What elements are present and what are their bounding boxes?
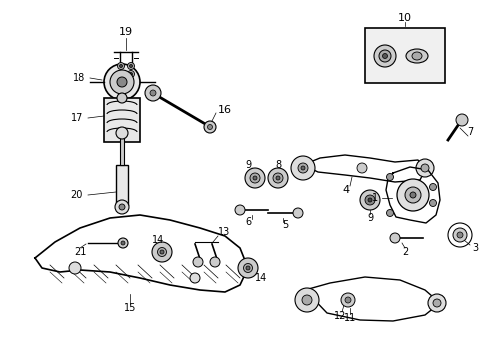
Text: 16: 16 [218, 105, 231, 115]
Circle shape [244, 168, 264, 188]
Text: 12: 12 [333, 311, 346, 321]
Bar [364, 28, 444, 83]
Bar [116, 165, 128, 205]
Text: 4: 4 [342, 185, 349, 195]
Circle shape [389, 233, 399, 243]
Circle shape [356, 163, 366, 173]
Text: 15: 15 [123, 303, 136, 313]
Circle shape [428, 199, 436, 207]
Text: 2: 2 [401, 247, 407, 257]
Bar [120, 135, 124, 165]
Text: 20: 20 [70, 190, 83, 200]
Circle shape [207, 125, 212, 130]
Circle shape [117, 71, 124, 77]
Circle shape [129, 72, 132, 76]
Text: 10: 10 [397, 13, 411, 23]
Circle shape [127, 71, 134, 77]
Circle shape [238, 258, 258, 278]
Circle shape [69, 262, 81, 274]
Circle shape [193, 257, 203, 267]
Text: 5: 5 [281, 220, 287, 230]
Circle shape [119, 72, 122, 76]
Bar [104, 98, 140, 142]
Circle shape [302, 295, 311, 305]
Circle shape [119, 64, 122, 68]
Circle shape [116, 127, 128, 139]
Circle shape [118, 238, 128, 248]
Circle shape [117, 63, 124, 69]
Circle shape [432, 299, 440, 307]
Circle shape [290, 156, 314, 180]
Circle shape [160, 250, 163, 254]
Circle shape [157, 248, 166, 256]
Circle shape [275, 176, 280, 180]
Text: 14: 14 [254, 273, 267, 283]
Circle shape [386, 174, 393, 180]
Circle shape [209, 257, 220, 267]
Circle shape [427, 294, 445, 312]
Text: 6: 6 [244, 217, 250, 227]
Text: 11: 11 [343, 313, 355, 323]
Circle shape [415, 159, 433, 177]
Circle shape [455, 114, 467, 126]
Circle shape [203, 121, 216, 133]
Ellipse shape [411, 52, 421, 60]
Text: 8: 8 [274, 160, 281, 170]
Circle shape [249, 173, 260, 183]
Circle shape [409, 192, 415, 198]
Text: 7: 7 [466, 127, 472, 137]
Circle shape [119, 204, 125, 210]
Circle shape [367, 198, 371, 202]
Circle shape [110, 70, 134, 94]
Circle shape [235, 205, 244, 215]
Circle shape [359, 190, 379, 210]
Circle shape [452, 228, 466, 242]
Circle shape [245, 266, 249, 270]
Circle shape [190, 273, 200, 283]
Circle shape [104, 64, 140, 100]
Circle shape [145, 85, 161, 101]
Circle shape [373, 45, 395, 67]
Circle shape [364, 195, 374, 205]
Ellipse shape [405, 49, 427, 63]
Circle shape [396, 179, 428, 211]
Circle shape [117, 93, 127, 103]
Circle shape [294, 288, 318, 312]
Circle shape [115, 200, 129, 214]
Text: 9: 9 [244, 160, 250, 170]
Circle shape [127, 63, 134, 69]
Text: 1: 1 [371, 193, 377, 203]
Circle shape [252, 176, 257, 180]
Circle shape [404, 187, 420, 203]
Circle shape [297, 163, 307, 173]
Text: 9: 9 [366, 213, 372, 223]
Text: 17: 17 [70, 113, 83, 123]
Circle shape [301, 166, 305, 170]
Circle shape [428, 184, 436, 190]
Circle shape [420, 164, 428, 172]
Circle shape [272, 173, 283, 183]
Circle shape [386, 210, 393, 216]
Text: 13: 13 [218, 227, 230, 237]
Circle shape [150, 90, 156, 96]
Text: 14: 14 [152, 235, 164, 245]
Circle shape [243, 264, 252, 273]
Circle shape [456, 232, 462, 238]
Circle shape [129, 64, 132, 68]
Text: 3: 3 [471, 243, 477, 253]
Circle shape [340, 293, 354, 307]
Circle shape [378, 50, 390, 62]
Circle shape [267, 168, 287, 188]
Circle shape [292, 208, 303, 218]
Circle shape [152, 242, 172, 262]
Circle shape [345, 297, 350, 303]
Circle shape [121, 241, 125, 245]
Circle shape [382, 54, 386, 59]
Text: 21: 21 [74, 247, 86, 257]
Circle shape [117, 77, 127, 87]
Text: 18: 18 [73, 73, 85, 83]
Text: 19: 19 [119, 27, 133, 37]
